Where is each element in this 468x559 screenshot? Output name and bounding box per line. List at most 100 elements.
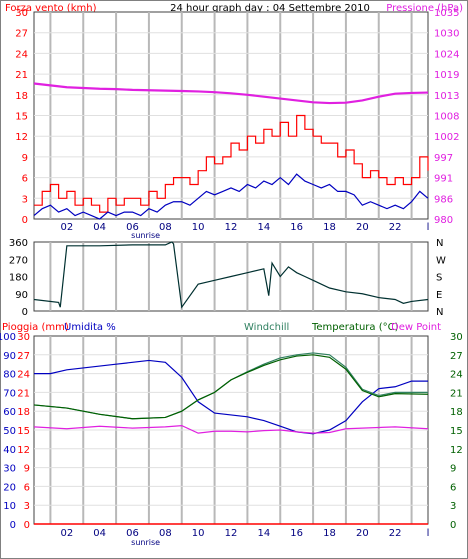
x-tick-label: l [427, 528, 430, 539]
rain-y-tick-label: 24 [17, 370, 30, 381]
temperature-y-tick-label: 21 [450, 388, 463, 399]
humidity-y-tick-label: 10 [3, 501, 16, 512]
rain-y-tick-label: 12 [17, 445, 30, 456]
x-tick-label: 12 [225, 222, 238, 233]
humidity-y-tick-label: 70 [3, 388, 16, 399]
x-tick-label: 16 [290, 222, 303, 233]
x-tick-label: 22 [389, 222, 402, 233]
wind-direction-series [33, 241, 429, 309]
compass-label: N [436, 307, 443, 318]
humidity-y-tick-label: 60 [3, 407, 16, 418]
x-tick-label: 06 [126, 222, 139, 233]
humidity-y-tick-label: 20 [3, 482, 16, 493]
rain-y-tick-label: 9 [24, 464, 30, 475]
wind-y-tick-label: 15 [15, 112, 28, 123]
pressure-y-tick-label: 1013 [434, 91, 459, 102]
wind-y-tick-label: 21 [15, 70, 28, 81]
temperature-y-tick-label: 6 [450, 482, 456, 493]
temperature-y-tick-label: 3 [450, 501, 456, 512]
pressure-y-tick-label: 1030 [434, 29, 459, 40]
humidity-y-tick-label: 30 [3, 464, 16, 475]
direction-y-tick-label: 90 [15, 290, 28, 301]
x-tick-label: 10 [192, 222, 205, 233]
legend-windchill: Windchill [244, 322, 289, 333]
x-tick-label: 20 [356, 222, 369, 233]
pressure-y-tick-label: 1002 [434, 132, 459, 143]
temperature-y-tick-label: 30 [450, 332, 463, 343]
direction-y-tick-label: 270 [9, 255, 28, 266]
x-tick-label: 14 [257, 528, 270, 539]
legend-humidity: Umidita % [64, 322, 116, 333]
x-tick-label: 06 [126, 528, 139, 539]
rain-y-tick-label: 6 [24, 482, 30, 493]
temperature-y-tick-label: 12 [450, 445, 463, 456]
wind-y-tick-label: 24 [15, 49, 28, 60]
wind-y-tick-label: 18 [15, 91, 28, 102]
wind-y-tick-label: 6 [22, 174, 28, 185]
humidity-y-tick-label: 100 [0, 332, 16, 343]
compass-label: N [436, 238, 443, 249]
pressure-y-tick-label: 991 [434, 174, 453, 185]
rain-y-tick-label: 0 [24, 520, 30, 531]
compass-label: W [436, 255, 446, 266]
x-tick-label: l [427, 222, 430, 233]
temperature-y-tick-label: 18 [450, 407, 463, 418]
x-tick-label: 12 [225, 528, 238, 539]
pressure-y-tick-label: 986 [434, 194, 453, 205]
wind-y-tick-label: 12 [15, 132, 28, 143]
x-tick-label: 04 [93, 222, 106, 233]
humidity-series [34, 359, 428, 435]
wind-gust-series [34, 114, 429, 213]
wind-panel-title: Forza vento (kmh) [5, 3, 97, 14]
temperature-y-tick-label: 15 [450, 426, 463, 437]
wind-y-tick-label: 3 [22, 194, 28, 205]
humidity-y-tick-label: 0 [10, 520, 16, 531]
x-tick-label: 14 [257, 222, 270, 233]
pressure-y-tick-label: 980 [434, 215, 453, 226]
sunrise-label: sunrise [131, 538, 160, 547]
dew-point-series [33, 425, 429, 434]
x-tick-label: 02 [60, 528, 73, 539]
wind-y-tick-label: 9 [22, 153, 28, 164]
humidity-y-tick-label: 80 [3, 370, 16, 381]
pressure-y-tick-label: 997 [434, 153, 453, 164]
graph-date-title: 24 hour graph day : 04 Settembre 2010 [170, 3, 370, 14]
x-tick-label: 16 [290, 528, 303, 539]
legend-rain: Pioggia (mm) [2, 322, 69, 333]
x-tick-label: 18 [323, 528, 336, 539]
wind-avg-series [33, 173, 429, 220]
x-tick-label: 08 [159, 528, 172, 539]
rain-y-tick-label: 3 [24, 501, 30, 512]
wind-y-tick-label: 30 [15, 8, 28, 19]
rain-y-tick-label: 18 [17, 407, 30, 418]
x-tick-label: 20 [356, 528, 369, 539]
pressure-y-tick-label: 1008 [434, 112, 459, 123]
temperature-y-tick-label: 27 [450, 351, 463, 362]
x-tick-label: 22 [389, 528, 402, 539]
temperature-series [33, 354, 429, 420]
pressure-y-tick-label: 1035 [434, 8, 459, 19]
rain-y-tick-label: 30 [17, 332, 30, 343]
rain-y-tick-label: 15 [17, 426, 30, 437]
wind-y-tick-label: 0 [22, 215, 28, 226]
direction-y-tick-label: 0 [22, 307, 28, 318]
x-tick-label: 18 [323, 222, 336, 233]
sunrise-label: sunrise [131, 231, 160, 240]
rain-y-tick-label: 21 [17, 388, 30, 399]
legend-temperature: Temperatura (°C) [311, 322, 399, 333]
x-tick-label: 02 [60, 222, 73, 233]
wind-y-tick-label: 27 [15, 29, 28, 40]
direction-y-tick-label: 360 [9, 238, 28, 249]
pressure-series [33, 82, 429, 105]
rain-y-tick-label: 27 [17, 351, 30, 362]
temperature-y-tick-label: 0 [450, 520, 456, 531]
x-tick-label: 08 [159, 222, 172, 233]
pressure-panel-title: Pressione (hPa) [386, 3, 463, 14]
humidity-y-tick-label: 40 [3, 445, 16, 456]
humidity-y-tick-label: 50 [3, 426, 16, 437]
x-tick-label: 10 [192, 528, 205, 539]
temperature-y-tick-label: 24 [450, 370, 463, 381]
legend-dew-point: Dew Point [391, 322, 441, 333]
x-tick-label: 04 [93, 528, 106, 539]
